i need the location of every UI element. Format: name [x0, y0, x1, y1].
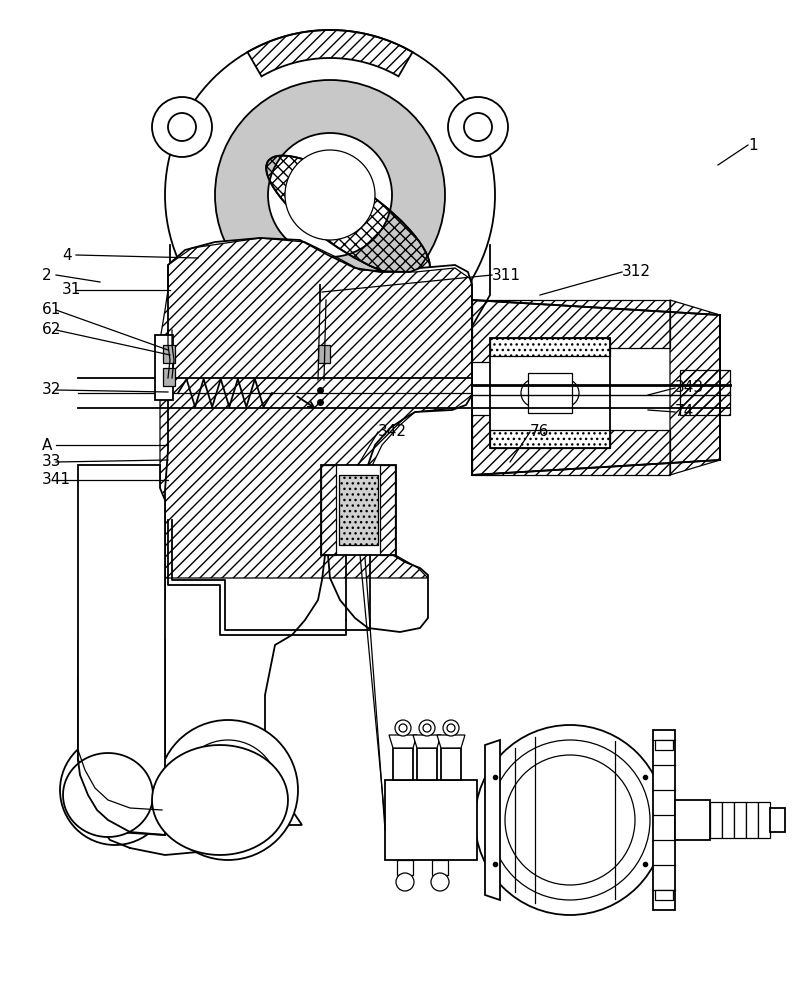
Circle shape	[443, 720, 459, 736]
Circle shape	[399, 724, 407, 732]
Circle shape	[77, 752, 153, 828]
Bar	[490, 338, 610, 356]
Bar	[155, 335, 173, 400]
Circle shape	[268, 133, 392, 257]
Bar	[770, 808, 785, 832]
Bar	[655, 890, 673, 900]
Text: 4: 4	[62, 247, 72, 262]
Circle shape	[60, 735, 170, 845]
Circle shape	[168, 113, 196, 141]
Polygon shape	[389, 735, 417, 748]
Circle shape	[165, 30, 495, 360]
Bar	[441, 748, 461, 780]
Polygon shape	[78, 238, 472, 830]
Circle shape	[448, 97, 508, 157]
Text: 343: 343	[675, 380, 704, 395]
Circle shape	[475, 725, 665, 915]
Bar	[746, 802, 758, 838]
Bar	[675, 800, 710, 840]
Text: 311: 311	[492, 267, 521, 282]
Polygon shape	[152, 745, 288, 855]
Polygon shape	[485, 740, 500, 900]
Circle shape	[215, 80, 445, 310]
Bar	[385, 780, 477, 860]
Polygon shape	[437, 735, 465, 748]
Circle shape	[464, 113, 492, 141]
Bar	[680, 370, 730, 415]
Circle shape	[178, 740, 278, 840]
Polygon shape	[78, 465, 165, 835]
Circle shape	[423, 724, 431, 732]
Circle shape	[551, 379, 579, 407]
Text: 1: 1	[748, 137, 757, 152]
Bar	[163, 345, 175, 363]
Bar	[758, 802, 770, 838]
Text: 2: 2	[42, 267, 52, 282]
Bar	[339, 475, 378, 545]
Bar	[490, 430, 610, 448]
Text: 74: 74	[675, 404, 694, 420]
Text: 33: 33	[42, 454, 61, 470]
Polygon shape	[78, 640, 100, 790]
Bar	[710, 802, 722, 838]
Circle shape	[419, 720, 435, 736]
Circle shape	[490, 740, 650, 900]
Text: 31: 31	[62, 282, 82, 298]
Bar	[490, 338, 610, 448]
Bar	[722, 802, 734, 838]
Bar	[528, 373, 572, 413]
Circle shape	[152, 97, 212, 157]
Polygon shape	[63, 753, 153, 837]
Circle shape	[396, 873, 414, 891]
Bar	[318, 345, 330, 363]
Bar	[432, 860, 448, 875]
Circle shape	[285, 150, 375, 240]
Circle shape	[447, 724, 455, 732]
Bar	[163, 368, 175, 386]
Text: 61: 61	[42, 302, 61, 318]
Text: 32: 32	[42, 382, 61, 397]
Text: 76: 76	[530, 424, 549, 440]
Circle shape	[158, 720, 298, 860]
Bar	[393, 748, 413, 780]
Text: A: A	[42, 438, 53, 452]
Circle shape	[505, 755, 635, 885]
Circle shape	[431, 873, 449, 891]
Text: 312: 312	[622, 264, 651, 279]
Bar	[655, 740, 673, 750]
Bar	[321, 465, 396, 555]
Text: 62: 62	[42, 322, 61, 338]
Text: 341: 341	[42, 473, 71, 488]
Bar	[734, 802, 746, 838]
Circle shape	[395, 720, 411, 736]
Circle shape	[521, 379, 549, 407]
Polygon shape	[653, 730, 675, 910]
Polygon shape	[413, 735, 441, 748]
Bar	[397, 860, 413, 875]
Bar	[417, 748, 437, 780]
Text: 342: 342	[378, 424, 407, 440]
